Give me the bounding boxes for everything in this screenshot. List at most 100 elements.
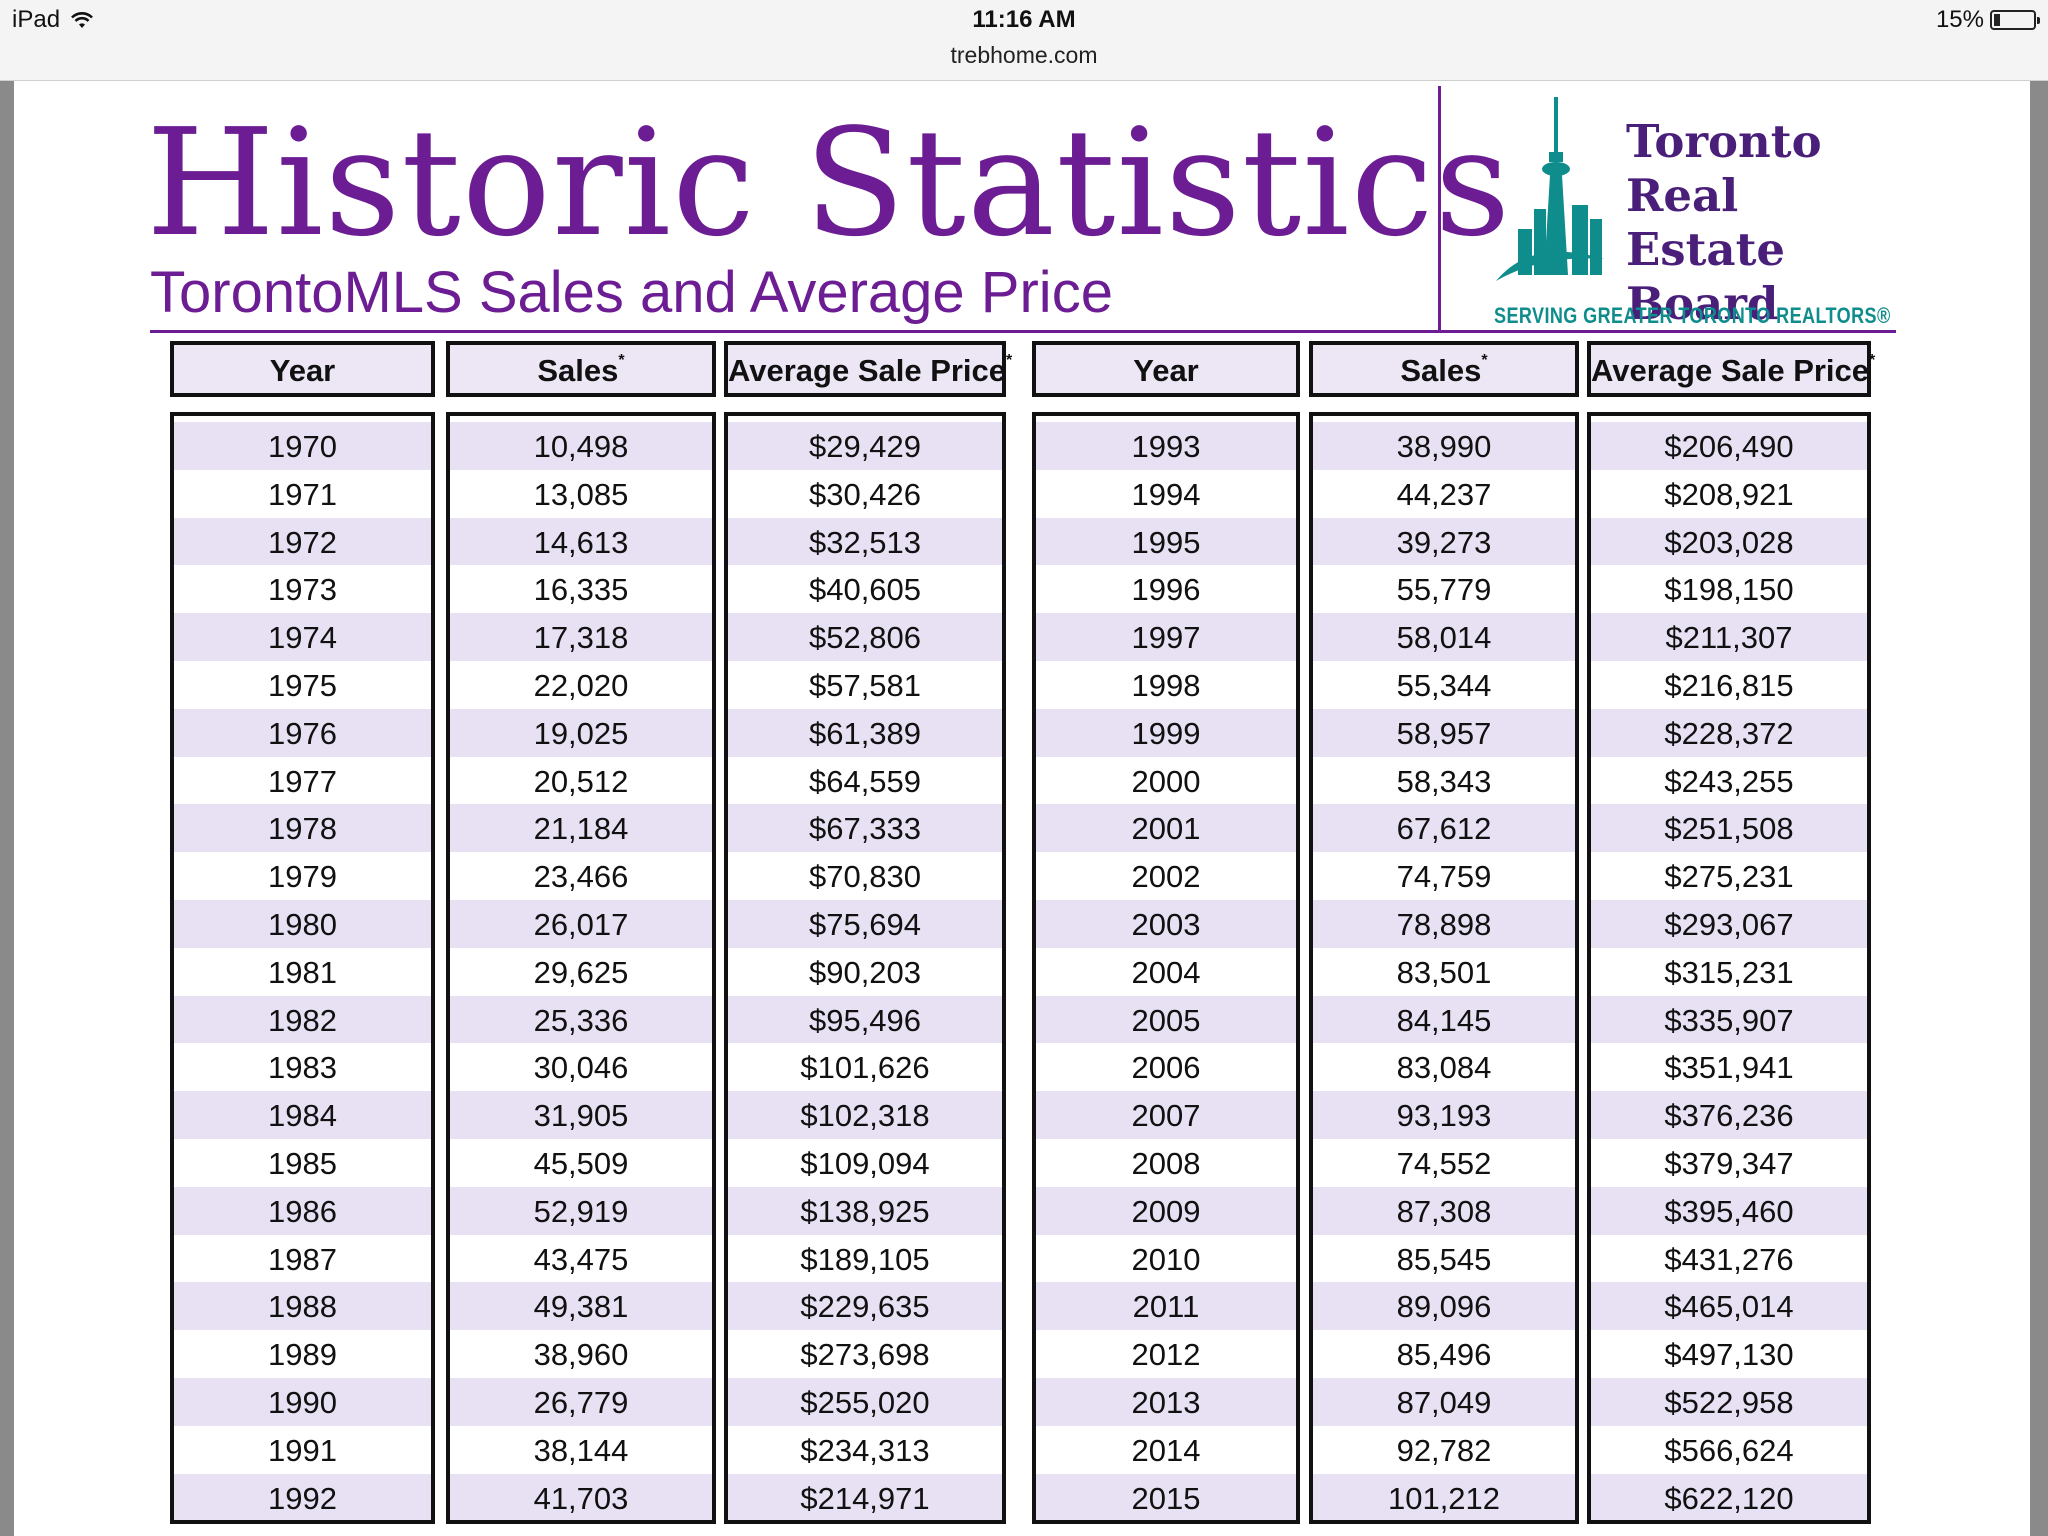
- year-column-left: 1970 1971 1972 1973 1974 1975 1976 1977 1978 1979…: [170, 412, 435, 1524]
- table-cell: 92,782: [1396, 1432, 1492, 1468]
- table-cell: $431,276: [1664, 1241, 1794, 1277]
- table-cell: 29,625: [533, 954, 629, 990]
- table-cell: $211,307: [1591, 613, 1867, 661]
- status-bar: iPad 11:16 AM trebhome.com 15%: [0, 0, 2048, 81]
- table-cell: 93,193: [1313, 1091, 1575, 1139]
- page-subtitle: TorontoMLS Sales and Average Price: [150, 260, 1113, 325]
- table-cell: $234,313: [800, 1432, 930, 1468]
- table-cell: $64,559: [808, 763, 922, 799]
- table-cell: $70,830: [808, 859, 922, 895]
- status-left: iPad: [12, 6, 94, 34]
- table-cell: 23,466: [533, 859, 629, 895]
- table-cell: 2013: [1036, 1377, 1296, 1426]
- table-cell: 39,273: [1313, 517, 1575, 566]
- header-price-left: Average Sale Price*: [724, 341, 1012, 397]
- table-cell: 58,957: [1313, 708, 1575, 757]
- table-cell: 1988: [174, 1282, 431, 1331]
- table-cell: $251,508: [1591, 804, 1867, 853]
- table-cell: 1996: [1131, 572, 1201, 608]
- table-cell: 2000: [1131, 763, 1201, 799]
- table-cell: 89,096: [1313, 1282, 1575, 1331]
- table-cell: $255,020: [728, 1377, 1002, 1426]
- table-cell: 87,049: [1313, 1377, 1575, 1426]
- table-cell: $32,513: [728, 517, 1002, 566]
- table-cell: 2009: [1036, 1186, 1296, 1235]
- table-cell: $203,028: [1591, 517, 1867, 566]
- table-cell: 31,905: [450, 1091, 712, 1139]
- table-cell: 74,759: [1396, 859, 1492, 895]
- table-cell: $275,231: [1664, 859, 1794, 895]
- table-cell: 2010: [1131, 1241, 1201, 1277]
- table-cell: 2003: [1036, 899, 1296, 948]
- table-cell: 85,545: [1396, 1241, 1492, 1277]
- table-cell: $315,231: [1664, 954, 1794, 990]
- table-cell: 58,014: [1313, 613, 1575, 661]
- table-cell: $497,130: [1664, 1337, 1794, 1373]
- header-divider: [1438, 86, 1441, 330]
- address-bar-url[interactable]: trebhome.com: [950, 42, 1098, 68]
- header-price-right: Average Sale Price*: [1587, 341, 1875, 397]
- table-cell: 55,344: [1396, 667, 1492, 703]
- table-cell: 78,898: [1313, 899, 1575, 948]
- table-cell: 2011: [1036, 1282, 1296, 1331]
- logo-line-3: Board: [1626, 277, 1779, 330]
- table-cell: $566,624: [1664, 1432, 1794, 1468]
- header-label: Year: [1133, 353, 1199, 388]
- table-cell: $273,698: [800, 1337, 930, 1373]
- table-cell: 1971: [268, 476, 337, 512]
- table-cell: 1991: [268, 1432, 337, 1468]
- table-cell: 25,336: [450, 995, 712, 1044]
- table-cell: 101,212: [1313, 1473, 1575, 1520]
- table-cell: $101,626: [800, 1050, 930, 1086]
- asterisk: *: [1006, 352, 1013, 369]
- table-cell: 1995: [1036, 517, 1296, 566]
- asterisk: *: [1481, 352, 1488, 369]
- table-cell: $376,236: [1591, 1091, 1867, 1139]
- table-cell: 58,343: [1396, 763, 1492, 799]
- table-cell: $61,389: [728, 708, 1002, 757]
- table-cell: 2005: [1036, 995, 1296, 1044]
- table-cell: 52,919: [450, 1186, 712, 1235]
- logo-tagline: SERVING GREATER TORONTO REALTORS®: [1494, 303, 1891, 328]
- table-cell: 2015: [1036, 1473, 1296, 1520]
- table-cell: 26,779: [450, 1377, 712, 1426]
- header-label: Sales: [537, 353, 619, 388]
- table-cell: 21,184: [450, 804, 712, 853]
- table-cell: $95,496: [728, 995, 1002, 1044]
- logo-wordmark: Toronto Real Estate Board: [1626, 115, 1894, 331]
- table-cell: 41,703: [450, 1473, 712, 1520]
- device-name: iPad: [12, 6, 61, 33]
- table-cell: 1978: [174, 804, 431, 853]
- table-cell: 84,145: [1313, 995, 1575, 1044]
- table-cell: 1974: [174, 613, 431, 661]
- table-cell: 2007: [1036, 1091, 1296, 1139]
- table-cell: $52,806: [728, 613, 1002, 661]
- table-cell: $189,105: [800, 1241, 930, 1277]
- table-cell: 38,990: [1313, 422, 1575, 470]
- clock: 11:16 AM: [972, 6, 1076, 33]
- table-cell: 1982: [174, 995, 431, 1044]
- table-cell: 1977: [268, 763, 337, 799]
- table-cell: 74,552: [1396, 1145, 1492, 1181]
- table-cell: $29,429: [728, 422, 1002, 470]
- battery-level: [1994, 14, 2000, 26]
- table-cell: 67,612: [1313, 804, 1575, 853]
- sales-column-left: 10,498 13,085 14,613 16,335 17,318 22,020 19,0…: [446, 412, 716, 1524]
- table-cell: $335,907: [1591, 995, 1867, 1044]
- table-cell: 17,318: [450, 613, 712, 661]
- table-cell: 1976: [174, 708, 431, 757]
- table-cell: 19,025: [450, 708, 712, 757]
- table-cell: 44,237: [1396, 476, 1492, 512]
- table-cell: 1998: [1131, 667, 1201, 703]
- table-cell: $622,120: [1591, 1473, 1867, 1520]
- logo-line-1: Toronto: [1626, 115, 1822, 168]
- table-cell: 2014: [1131, 1432, 1201, 1468]
- price-column-right: $206,490 $208,921 $203,028 $198,150 $211,307…: [1587, 412, 1871, 1524]
- header-year-right: Year: [1032, 341, 1300, 397]
- table-cell: $90,203: [808, 954, 922, 990]
- header-label: Sales: [1400, 353, 1482, 388]
- table-cell: 16,335: [533, 572, 629, 608]
- table-cell: $214,971: [728, 1473, 1002, 1520]
- logo-line-2: Real Estate: [1626, 169, 1785, 276]
- table-cell: 1994: [1131, 476, 1201, 512]
